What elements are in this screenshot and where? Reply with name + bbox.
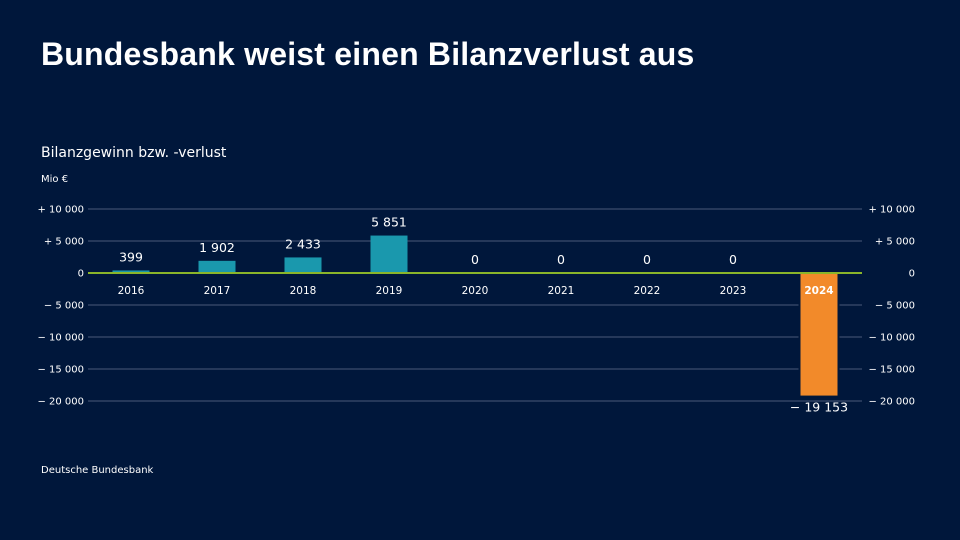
source-label: Deutsche Bundesbank [41, 465, 154, 476]
data-label: 0 [643, 252, 651, 267]
y-tick-label-right: 0 [909, 269, 915, 280]
x-tick-label: 2019 [376, 285, 403, 297]
bar-2018 [284, 257, 322, 273]
bar-2024 [800, 273, 838, 396]
y-tick-label-right: − 15 000 [868, 365, 915, 376]
bar-2017 [198, 260, 236, 273]
y-tick-label-right: − 5 000 [875, 301, 915, 312]
y-axis-unit: Mio € [41, 174, 69, 185]
data-label: 2 433 [285, 236, 321, 251]
y-tick-label-right: − 20 000 [868, 397, 915, 408]
y-tick-label-left: + 5 000 [44, 237, 84, 248]
y-tick-label-right: + 10 000 [868, 205, 915, 216]
x-tick-label: 2017 [204, 285, 231, 297]
y-tick-label-left: + 10 000 [37, 205, 84, 216]
data-label: 0 [471, 252, 479, 267]
data-label: 0 [557, 252, 565, 267]
x-tick-label: 2024 [804, 285, 833, 297]
y-tick-label-left: 0 [78, 269, 84, 280]
chart-title: Bilanzgewinn bzw. -verlust [41, 145, 227, 161]
data-label: 1 902 [199, 240, 235, 255]
x-tick-label: 2023 [720, 285, 747, 297]
y-tick-label-left: − 15 000 [37, 365, 84, 376]
bar-2016 [112, 270, 150, 273]
x-tick-label: 2021 [548, 285, 575, 297]
y-tick-label-right: − 10 000 [868, 333, 915, 344]
x-tick-label: 2020 [462, 285, 489, 297]
page-title: Bundesbank weist einen Bilanzverlust aus [41, 36, 695, 72]
x-tick-label: 2022 [634, 285, 661, 297]
data-label: 5 851 [371, 215, 407, 230]
x-tick-label: 2016 [118, 285, 145, 297]
data-label: 0 [729, 252, 737, 267]
bar-2019 [370, 235, 408, 273]
y-tick-label-left: − 20 000 [37, 397, 84, 408]
data-label: 399 [119, 249, 143, 264]
y-tick-label-left: − 10 000 [37, 333, 84, 344]
data-label: − 19 153 [790, 400, 848, 415]
y-tick-label-left: − 5 000 [44, 301, 84, 312]
y-tick-label-right: + 5 000 [875, 237, 915, 248]
x-tick-label: 2018 [290, 285, 317, 297]
